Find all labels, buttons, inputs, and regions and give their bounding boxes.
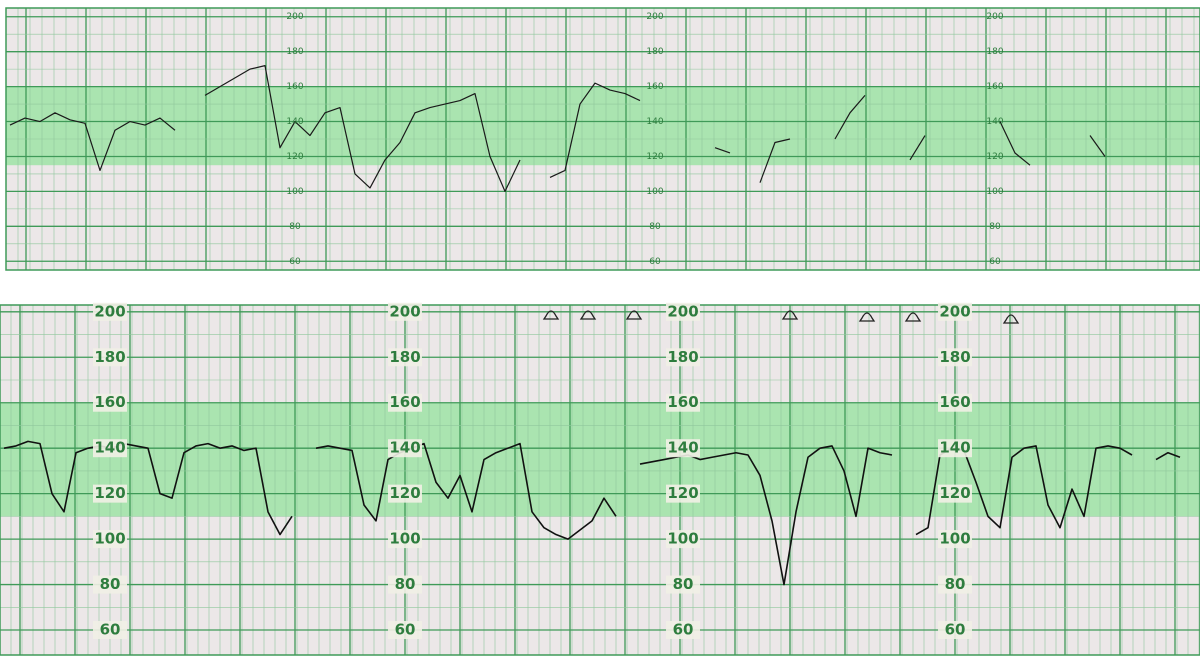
y-tick-label: 100 [939,530,970,548]
y-tick-label: 140 [646,117,663,127]
y-tick-label: 100 [646,187,663,197]
y-tick-label: 80 [395,575,416,593]
y-tick-label: 80 [989,222,1001,232]
y-tick-label: 120 [939,484,970,502]
y-tick-label: 140 [286,117,303,127]
y-tick-label: 200 [389,302,420,320]
y-tick-label: 180 [667,348,698,366]
y-tick-label: 60 [989,257,1001,267]
y-tick-label: 100 [286,187,303,197]
y-tick-label: 200 [94,302,125,320]
y-tick-label: 140 [94,439,125,457]
y-tick-label: 60 [395,621,416,639]
y-tick-label: 120 [986,152,1003,162]
y-tick-label: 60 [649,257,661,267]
y-tick-label: 160 [646,82,663,92]
y-tick-label: 120 [389,484,420,502]
y-tick-label: 140 [389,439,420,457]
normal-band [0,403,1200,517]
y-tick-label: 140 [939,439,970,457]
y-tick-label: 80 [100,575,121,593]
y-tick-label: 160 [986,82,1003,92]
y-tick-label: 160 [286,82,303,92]
y-tick-label: 100 [667,530,698,548]
y-tick-label: 120 [667,484,698,502]
y-tick-label: 120 [646,152,663,162]
y-tick-label: 100 [986,187,1003,197]
y-tick-label: 80 [289,222,301,232]
y-tick-label: 80 [649,222,661,232]
normal-band [6,87,1200,166]
page: 60 80 100 120 140 160 180 200 60 80 100 120 140 160 18… [0,0,1200,663]
y-tick-label: 180 [646,47,663,57]
y-tick-label: 60 [289,257,301,267]
y-tick-label: 100 [389,530,420,548]
y-tick-label: 160 [667,393,698,411]
y-tick-label: 180 [939,348,970,366]
y-tick-label: 180 [94,348,125,366]
y-tick-label: 180 [286,47,303,57]
y-tick-label: 160 [939,393,970,411]
y-tick-label: 140 [667,439,698,457]
y-tick-label: 140 [986,117,1003,127]
y-tick-label: 80 [945,575,966,593]
y-tick-label: 200 [286,12,303,22]
y-tick-label: 120 [94,484,125,502]
y-tick-label: 60 [100,621,121,639]
y-tick-label: 100 [94,530,125,548]
y-tick-label: 200 [646,12,663,22]
y-tick-label: 160 [389,393,420,411]
y-tick-label: 200 [667,302,698,320]
y-tick-label: 60 [673,621,694,639]
y-tick-label: 200 [986,12,1003,22]
y-tick-label: 180 [986,47,1003,57]
y-tick-label: 120 [286,152,303,162]
y-tick-label: 60 [945,621,966,639]
y-tick-label: 200 [939,302,970,320]
ctg-strips: 60 80 100 120 140 160 180 200 60 80 100 120 140 160 18… [0,0,1200,659]
y-tick-label: 80 [673,575,694,593]
y-tick-label: 160 [94,393,125,411]
y-tick-label: 180 [389,348,420,366]
